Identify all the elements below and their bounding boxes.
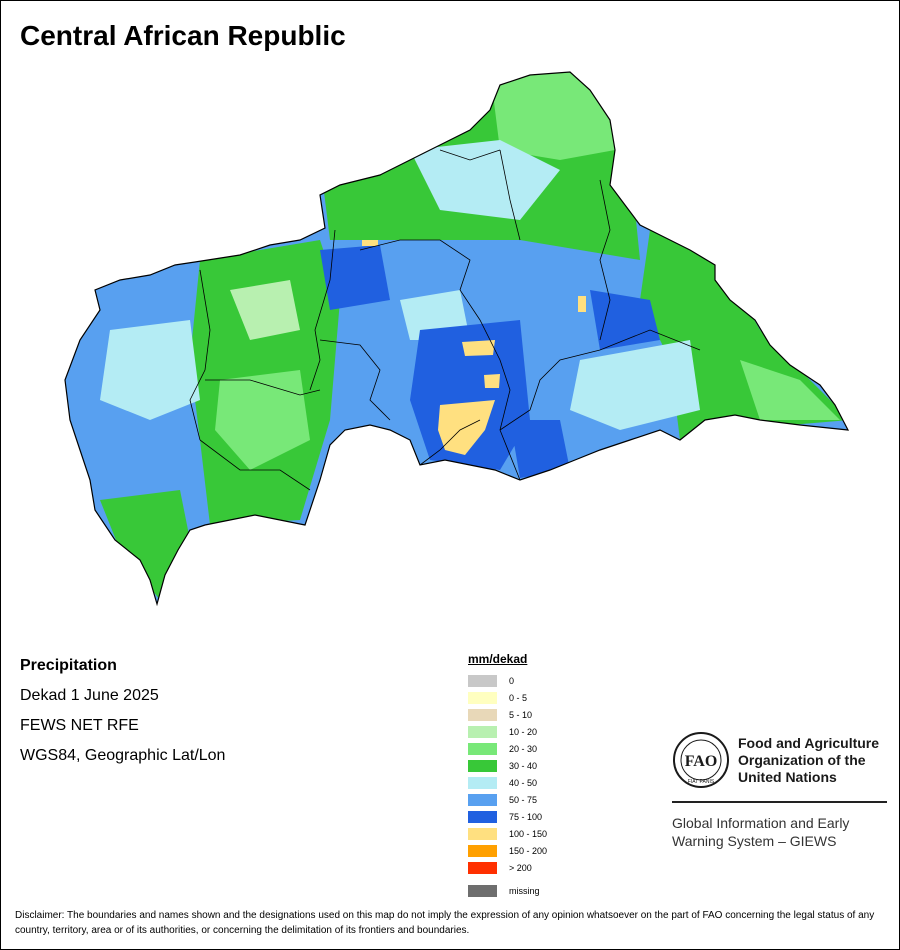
rainfall-100-150-small-patch [484,374,500,388]
rainfall-20-30-east [740,360,840,420]
fao-logo-text: FAO [685,753,718,770]
map-subject: Precipitation [20,657,117,674]
map-title: Central African Republic [20,20,346,51]
legend-swatch [468,708,497,721]
rainfall-75-100-northwest [320,245,390,310]
rainfall-40-50-west [100,320,200,420]
legend-item: 20 - 30 [468,740,547,757]
boundary-line [189,269,211,441]
legend-swatch-missing [468,885,497,897]
legend-label: 40 - 50 [509,777,538,788]
legend-item: 150 - 200 [468,842,547,859]
legend-label: 0 [509,675,515,686]
legend-swatch [468,827,497,840]
boundary-line [439,149,501,161]
boundary-line [319,339,391,421]
legend-swatch [468,725,497,738]
legend-item: 5 - 10 [468,706,547,723]
legend-item: 0 [468,672,547,689]
fao-name: Food and Agriculture Organization of the… [738,735,880,785]
rainfall-75-100-east [590,290,660,350]
rainfall-75-100-south [510,420,570,478]
legend-label: 20 - 30 [509,743,538,754]
rainfall-30-40-southwest [100,490,190,600]
rainfall-40-50-north [410,140,560,220]
map-period: Dekad 1 June 2025 [20,687,159,704]
boundary-line [199,439,311,491]
legend-label: > 200 [509,862,532,873]
rainfall-100-150-north-patch [362,240,378,246]
legend-swatch [468,810,497,823]
rainfall-20-30-west-central [215,370,310,470]
legend-swatch [468,759,497,772]
legend-label: 50 - 75 [509,794,538,805]
map-projection: WGS84, Geographic Lat/Lon [20,747,226,764]
legend-rows: 0 0 - 5 5 - 10 10 - 20 20 - 30 30 - 40 40 - 50… [468,672,547,876]
rainfall-20-30-northeast-tip [490,72,615,160]
boundary-line [359,239,521,481]
rainfall-10-20-west-central [230,280,300,340]
legend-swatch [468,776,497,789]
legend-label: 30 - 40 [509,760,538,771]
legend-item: 75 - 100 [468,808,547,825]
legend-item: 30 - 40 [468,757,547,774]
giews-name: Global Information and Early Warning Sys… [672,815,850,849]
legend-label-missing: missing [509,886,540,896]
legend-swatch [468,691,497,704]
rainfall-100-150-bangui-area [438,400,495,455]
boundary-line [599,179,611,341]
legend-label: 100 - 150 [509,828,548,839]
legend-item: 100 - 150 [468,825,547,842]
legend-swatch [468,742,497,755]
precipitation-map [64,71,849,605]
map-source: FEWS NET RFE [20,717,139,734]
legend-item: > 200 [468,859,547,876]
legend-title: mm/dekad [468,652,528,666]
legend-label: 75 - 100 [509,811,543,822]
rainfall-100-150-central-patch [462,340,495,356]
disclaimer: Disclaimer: The boundaries and names sho… [15,910,875,936]
legend-item: 50 - 75 [468,791,547,808]
fao-logo-motto: FIAT PANIS [688,779,715,785]
legend-label: 5 - 10 [509,709,533,720]
legend-item-missing: missing [468,885,540,897]
boundary-line [499,149,521,241]
boundary-line [309,229,336,391]
fao-logo: FAO FIAT PANIS [673,732,729,788]
legend-swatch [468,674,497,687]
legend-item: 40 - 50 [468,774,547,791]
legend-swatch [468,844,497,857]
boundary-line [499,329,701,431]
legend-item: 0 - 5 [468,689,547,706]
legend: mm/dekad 0 0 - 5 5 - 10 10 - 20 20 - 30 30 - … [468,652,547,897]
legend-swatch [468,861,497,874]
legend-swatch [468,793,497,806]
legend-item: 10 - 20 [468,723,547,740]
legend-label: 0 - 5 [509,692,528,703]
prefecture-boundaries [189,149,701,491]
boundary-line [205,379,321,396]
rainfall-40-50-southeast [570,340,700,430]
fao-divider [672,801,887,803]
boundary-line [419,419,481,466]
rainfall-100-150-east-patch [578,296,586,312]
legend-label: 150 - 200 [509,845,548,856]
legend-label: 10 - 20 [509,726,538,737]
